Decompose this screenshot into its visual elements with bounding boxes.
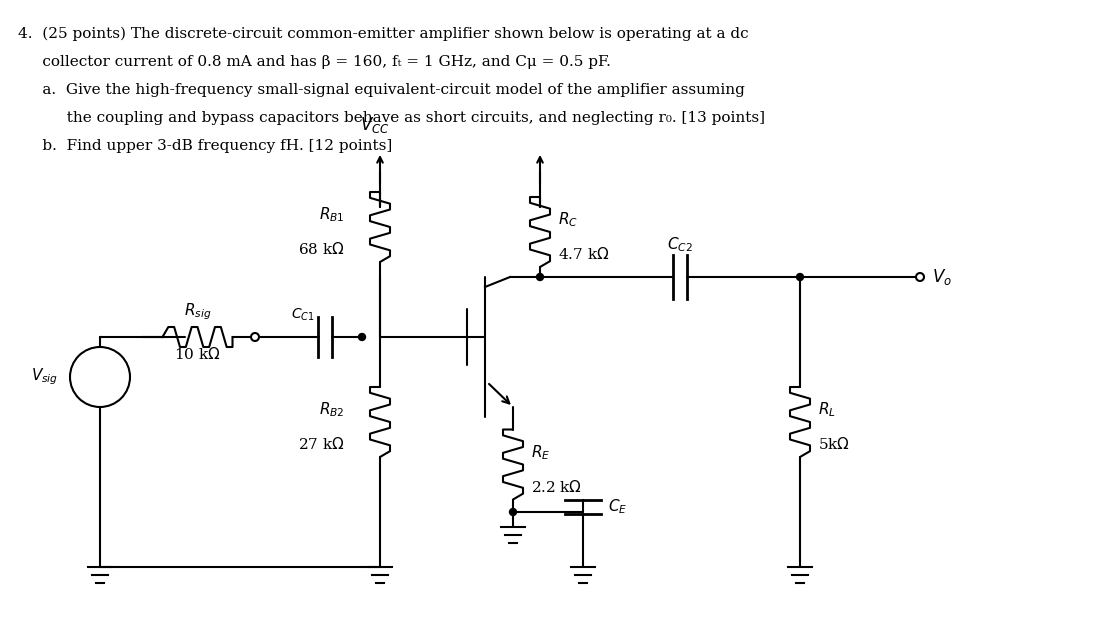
Text: 5k$\Omega$: 5k$\Omega$ [818,436,850,452]
Text: $V_{sig}$: $V_{sig}$ [31,367,58,387]
Circle shape [70,347,130,407]
Circle shape [359,334,366,341]
Circle shape [536,273,544,280]
Text: +: + [94,360,107,374]
Text: 10 k$\Omega$: 10 k$\Omega$ [174,346,221,362]
Text: 27 k$\Omega$: 27 k$\Omega$ [298,436,345,452]
Text: 4.7 k$\Omega$: 4.7 k$\Omega$ [558,246,610,262]
Text: collector current of 0.8 mA and has β = 160, fₜ = 1 GHz, and Cμ = 0.5 pF.: collector current of 0.8 mA and has β = … [18,55,611,69]
Circle shape [510,508,516,515]
Text: $C_E$: $C_E$ [608,497,628,517]
Text: $R_E$: $R_E$ [531,443,550,462]
Text: $C_{C2}$: $C_{C2}$ [667,235,693,254]
Text: a.  Give the high-frequency small-signal equivalent-circuit model of the amplifi: a. Give the high-frequency small-signal … [18,83,745,97]
Text: $R_C$: $R_C$ [558,211,578,229]
Text: $R_{B2}$: $R_{B2}$ [319,401,345,419]
Text: −: − [94,380,107,394]
Text: b.  Find upper 3-dB frequency fΗ. [12 points]: b. Find upper 3-dB frequency fΗ. [12 poi… [18,139,392,153]
Text: $R_{B1}$: $R_{B1}$ [319,206,345,224]
Text: $V_{CC}$: $V_{CC}$ [360,115,390,135]
Text: $V_o$: $V_o$ [933,267,952,287]
Circle shape [251,333,259,341]
Text: $R_{sig}$: $R_{sig}$ [184,301,211,322]
Text: the coupling and bypass capacitors behave as short circuits, and neglecting r₀. : the coupling and bypass capacitors behav… [18,111,765,125]
Text: $C_{C1}$: $C_{C1}$ [291,307,315,324]
Circle shape [916,273,924,281]
Text: 2.2 k$\Omega$: 2.2 k$\Omega$ [531,478,582,494]
Text: 4.  (25 points) The discrete-circuit common-emitter amplifier shown below is ope: 4. (25 points) The discrete-circuit comm… [18,27,749,41]
Circle shape [796,273,804,280]
Text: $R_L$: $R_L$ [818,401,836,419]
Text: 68 k$\Omega$: 68 k$\Omega$ [298,241,345,257]
